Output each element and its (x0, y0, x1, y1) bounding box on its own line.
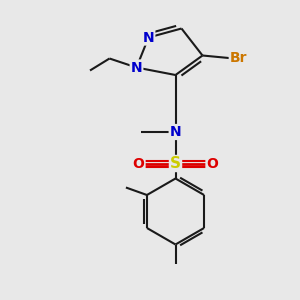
Text: Br: Br (230, 52, 247, 65)
Text: N: N (169, 145, 170, 146)
Text: N: N (131, 61, 142, 74)
Text: N: N (143, 31, 154, 44)
Text: N: N (170, 125, 181, 139)
Text: S: S (170, 156, 181, 171)
Text: O: O (133, 157, 145, 170)
Text: O: O (206, 157, 218, 170)
